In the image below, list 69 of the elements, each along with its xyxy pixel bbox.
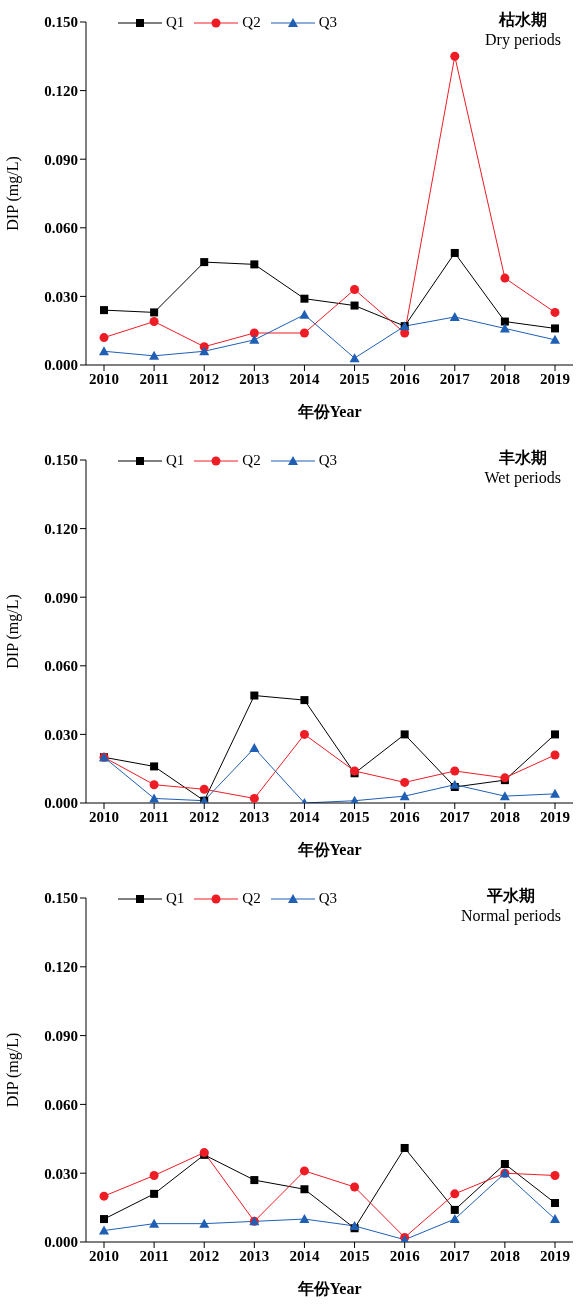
y-tick-label: 0.030 xyxy=(44,288,78,305)
legend-label: Q1 xyxy=(166,890,185,907)
x-tick-label: 2013 xyxy=(239,370,270,387)
x-tick-label: 2010 xyxy=(89,808,119,825)
text: Wet periods xyxy=(484,468,561,488)
x-axis-title: 年份Year xyxy=(296,841,362,858)
legend-label: Q3 xyxy=(318,890,338,907)
y-tick-label: 0.120 xyxy=(44,959,78,976)
y-tick-label: 0.120 xyxy=(44,520,78,537)
y-tick-label: 0.090 xyxy=(44,151,78,168)
y-axis-title: DIP (mg/L) xyxy=(3,156,22,231)
x-tick-label: 2014 xyxy=(289,1247,320,1264)
x-tick-label: 2019 xyxy=(540,808,570,825)
y-tick-label: 0.090 xyxy=(44,1027,78,1044)
x-tick-label: 2013 xyxy=(239,808,270,825)
chart-title: 枯水期 xyxy=(498,10,548,30)
x-tick-label: 2017 xyxy=(439,808,471,825)
x-tick-label: 2015 xyxy=(339,370,370,387)
legend-label: Q2 xyxy=(242,890,261,907)
x-tick-label: 2010 xyxy=(89,1247,119,1264)
x-tick-label: 2018 xyxy=(489,808,520,825)
x-tick-label: 2015 xyxy=(339,808,370,825)
y-tick-label: 0.030 xyxy=(44,1165,78,1182)
x-tick-label: 2019 xyxy=(540,370,570,387)
x-tick-label: 2019 xyxy=(540,1247,570,1264)
x-tick-label: 2011 xyxy=(139,370,169,387)
y-tick-label: 0.060 xyxy=(44,1096,78,1113)
legend-label: Q1 xyxy=(166,452,185,469)
y-tick-label: 0.090 xyxy=(44,589,78,606)
y-tick-label: 0.030 xyxy=(44,726,78,743)
x-tick-label: 2014 xyxy=(289,808,320,825)
legend-label: Q3 xyxy=(318,452,338,469)
y-tick-label: 0.150 xyxy=(44,890,78,907)
y-tick-label: 0.060 xyxy=(44,658,78,675)
x-tick-label: 2015 xyxy=(339,1247,370,1264)
x-tick-label: 2014 xyxy=(289,370,320,387)
y-axis-title: DIP (mg/L) xyxy=(3,594,22,669)
x-tick-label: 2016 xyxy=(389,370,421,387)
x-axis-title: 年份Year xyxy=(296,1280,362,1297)
x-tick-label: 2012 xyxy=(189,808,220,825)
x-tick-label: 2016 xyxy=(389,808,421,825)
chart-title: 丰水期 xyxy=(497,448,548,468)
chart-title: 平水期 xyxy=(486,886,536,906)
y-tick-label: 0.000 xyxy=(44,357,78,374)
x-tick-label: 2011 xyxy=(139,1247,169,1264)
y-tick-label: 0.000 xyxy=(44,795,78,812)
y-tick-label: 0.150 xyxy=(44,14,78,31)
legend-label: Q2 xyxy=(242,452,261,469)
legend-label: Q2 xyxy=(242,14,261,31)
x-tick-label: 2010 xyxy=(89,370,119,387)
y-tick-label: 0.060 xyxy=(44,220,78,237)
y-axis-title: DIP (mg/L) xyxy=(3,1032,22,1108)
x-tick-label: 2017 xyxy=(439,1247,471,1264)
x-tick-label: 2013 xyxy=(239,1247,270,1264)
legend-label: Q3 xyxy=(318,14,338,31)
x-tick-label: 2017 xyxy=(439,370,471,387)
x-tick-label: 2018 xyxy=(489,1247,520,1264)
text: Dry periods xyxy=(485,30,561,50)
x-tick-label: 2012 xyxy=(189,370,220,387)
y-tick-label: 0.000 xyxy=(44,1234,78,1251)
legend-label: Q1 xyxy=(166,14,185,31)
x-tick-label: 2016 xyxy=(389,1247,421,1264)
y-tick-label: 0.150 xyxy=(44,452,78,469)
x-tick-label: 2018 xyxy=(489,370,520,387)
x-tick-label: 2011 xyxy=(139,808,169,825)
y-tick-label: 0.120 xyxy=(44,82,78,99)
x-axis-title: 年份Year xyxy=(296,403,362,420)
text: Normal periods xyxy=(461,906,561,926)
x-tick-label: 2012 xyxy=(189,1247,220,1264)
